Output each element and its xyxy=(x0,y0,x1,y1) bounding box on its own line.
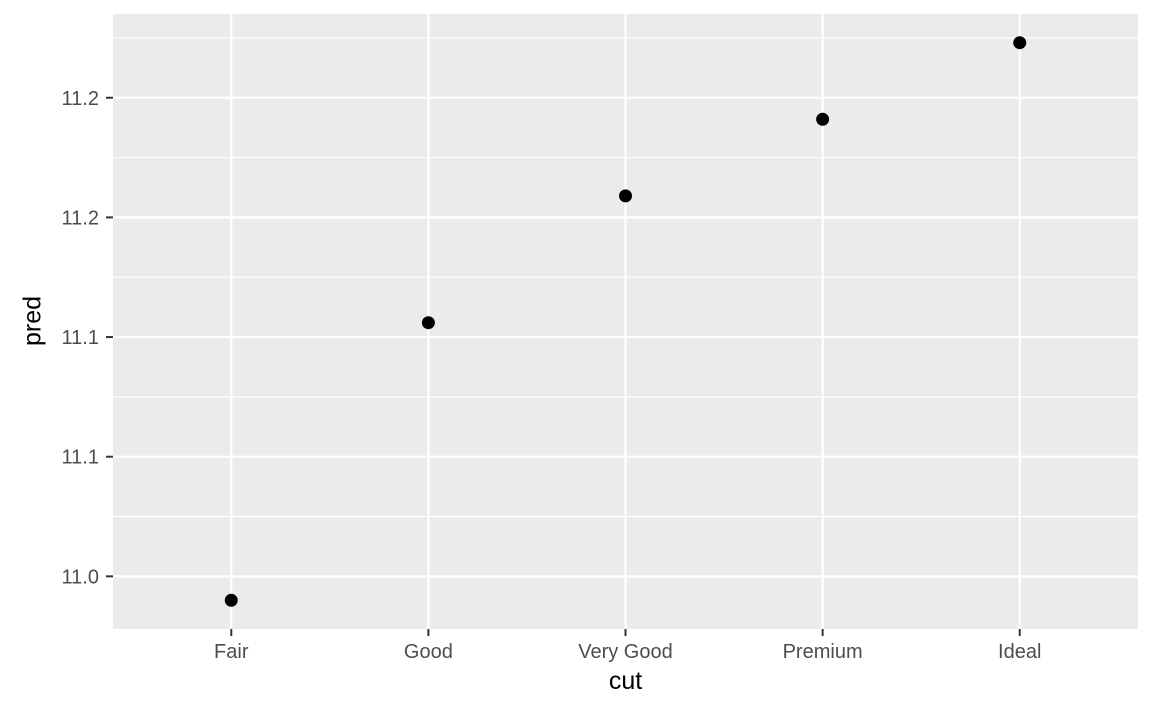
y-axis-title: pred xyxy=(18,295,47,347)
data-point xyxy=(224,593,238,607)
x-tick-label: Ideal xyxy=(998,641,1041,663)
y-tick-label: 11.0 xyxy=(62,566,99,588)
x-axis-title: cut xyxy=(608,667,643,695)
x-tick-label: Very Good xyxy=(578,641,673,663)
y-tick-label: 11.1 xyxy=(62,327,99,349)
data-point xyxy=(1013,36,1027,50)
y-tick-label: 11.2 xyxy=(62,207,99,229)
data-point xyxy=(816,112,830,126)
y-tick-label: 11.1 xyxy=(62,447,99,469)
x-tick-label: Good xyxy=(404,641,453,663)
x-tick-label: Fair xyxy=(214,641,249,663)
x-tick-label: Premium xyxy=(783,641,863,663)
data-point xyxy=(619,189,632,203)
y-tick-label: 11.2 xyxy=(62,88,99,110)
data-point xyxy=(421,316,435,330)
